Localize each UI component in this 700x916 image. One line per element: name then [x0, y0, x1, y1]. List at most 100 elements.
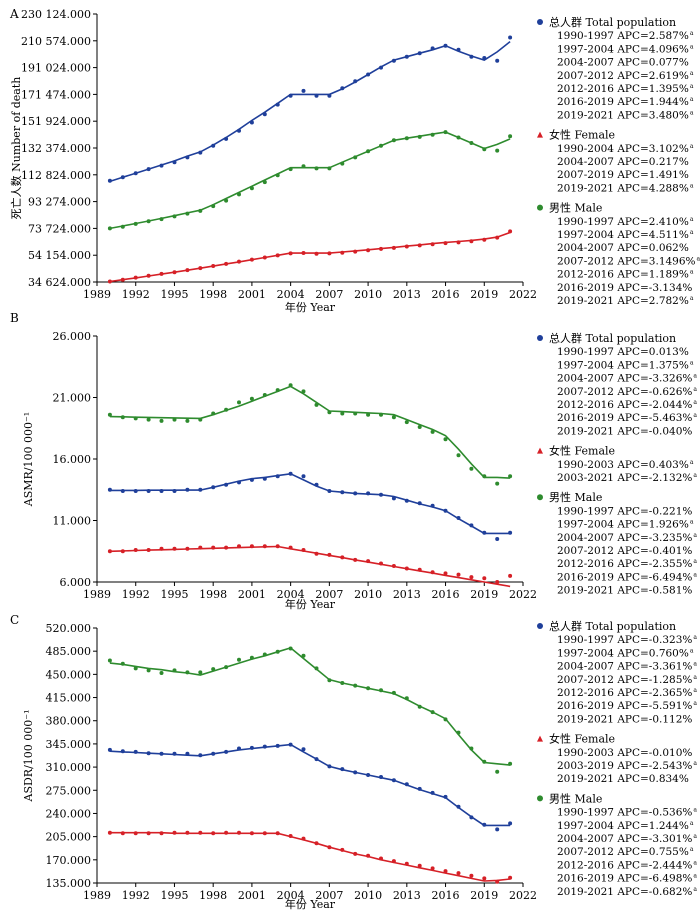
legend-apc-line: 2004-2007 APC=-3.301% [557, 833, 692, 845]
significance-marker: a [693, 661, 697, 668]
data-point-male [379, 688, 383, 693]
data-point-total [211, 143, 216, 148]
data-point-male [288, 646, 293, 651]
data-point-total [430, 503, 435, 508]
data-point-female [185, 546, 190, 551]
data-point-female [275, 253, 280, 258]
data-point-female [288, 251, 293, 256]
data-point-female [340, 847, 345, 852]
data-point-total [353, 770, 358, 775]
y-tick-label: 112 824.000 [21, 169, 91, 182]
data-point-total [508, 530, 513, 535]
data-point-male [508, 134, 513, 139]
data-point-female [120, 831, 125, 836]
data-point-female [107, 830, 112, 835]
series-total [107, 471, 513, 541]
data-point-female [314, 841, 319, 846]
data-point-female [120, 277, 125, 282]
data-point-female [262, 255, 267, 260]
legend-apc-line: 1990-2003 APC=0.403% [557, 459, 689, 471]
x-tick-label: 1989 [83, 288, 111, 301]
data-point-female [508, 573, 513, 578]
data-point-total [508, 821, 513, 826]
legend-apc-line: 2007-2012 APC=0.755% [557, 846, 689, 858]
legend-apc-line: 2012-2016 APC=1.395% [557, 83, 689, 95]
data-point-male [288, 383, 293, 388]
data-point-total [275, 743, 280, 748]
legend-apc-line: 1990-1997 APC=2.587% [557, 30, 689, 42]
data-point-male [366, 686, 371, 691]
data-point-total [288, 93, 293, 98]
data-point-female [469, 575, 474, 580]
data-point-female [159, 831, 164, 836]
significance-marker: a [693, 532, 697, 539]
data-point-total [469, 815, 474, 820]
data-point-total [430, 46, 435, 51]
y-tick-label: 170.000 [46, 854, 92, 867]
y-tick-label: 132 374.000 [21, 142, 91, 155]
legend-apc-line: 1990-1997 APC=-0.323% [557, 634, 692, 646]
x-tick-label: 2001 [238, 288, 266, 301]
data-point-female [146, 273, 151, 278]
x-tick-label: 2013 [393, 889, 421, 902]
data-point-female [443, 571, 448, 576]
data-point-male [198, 208, 203, 213]
legend-apc-line: 2019-2021 APC=-0.581% [557, 585, 692, 597]
y-tick-label: 151 924.000 [21, 115, 91, 128]
data-point-female [198, 266, 203, 271]
data-point-female [172, 270, 177, 275]
data-point-male [237, 192, 241, 197]
data-point-male [172, 214, 177, 219]
data-point-male [495, 148, 500, 153]
data-point-total [379, 65, 383, 70]
y-tick-label: 210 574.000 [21, 35, 91, 48]
x-tick-label: 2019 [470, 288, 498, 301]
legend-title-male: 男性 Male [549, 791, 602, 805]
data-point-female [430, 570, 435, 575]
data-point-total [146, 751, 151, 756]
x-tick-label: 2019 [470, 889, 498, 902]
legend-marker-triangle-icon [537, 735, 543, 742]
data-point-total [198, 487, 203, 492]
data-point-male [120, 661, 125, 666]
data-point-male [237, 657, 241, 662]
data-point-female [314, 251, 319, 256]
significance-marker: a [693, 886, 697, 893]
data-point-male [314, 166, 319, 171]
legend-apc-line: 1997-2004 APC=1.244% [557, 820, 689, 832]
data-point-total [172, 160, 177, 165]
data-point-male [301, 653, 306, 658]
data-point-female [237, 830, 241, 835]
data-point-female [391, 245, 396, 250]
data-point-total [185, 155, 190, 160]
data-point-male [237, 400, 241, 405]
series-female [107, 830, 513, 884]
significance-marker: a [690, 229, 694, 236]
data-point-total [172, 489, 177, 493]
data-point-total [107, 747, 112, 752]
data-point-female [275, 831, 280, 836]
data-point-total [314, 93, 319, 98]
x-axis-label: 年份 Year [285, 300, 336, 314]
fitted-line-male [109, 647, 511, 766]
significance-marker: a [693, 412, 697, 419]
legend-apc-line: 2004-2007 APC=-3.361% [557, 661, 692, 673]
x-tick-label: 1989 [83, 889, 111, 902]
data-point-male [456, 135, 461, 140]
data-point-total [249, 120, 254, 125]
data-point-female [353, 851, 358, 856]
data-point-female [508, 875, 513, 880]
data-point-female [185, 830, 190, 835]
chart-panel-c: C 135.000 170.000 205.000 240.000 275.000 310.… [10, 613, 697, 911]
data-point-total [146, 167, 151, 172]
y-tick-label: 93 274.000 [28, 196, 91, 209]
legend-apc-line: 1997-2004 APC=4.511% [557, 229, 689, 241]
data-point-female [262, 544, 267, 549]
significance-marker: a [693, 571, 697, 578]
significance-marker: a [693, 386, 697, 393]
significance-marker: a [690, 295, 694, 302]
legend-apc-line: 2019-2021 APC=4.288% [557, 182, 689, 194]
data-point-total [237, 128, 241, 133]
data-point-female [198, 830, 203, 835]
x-tick-label: 1998 [199, 889, 227, 902]
